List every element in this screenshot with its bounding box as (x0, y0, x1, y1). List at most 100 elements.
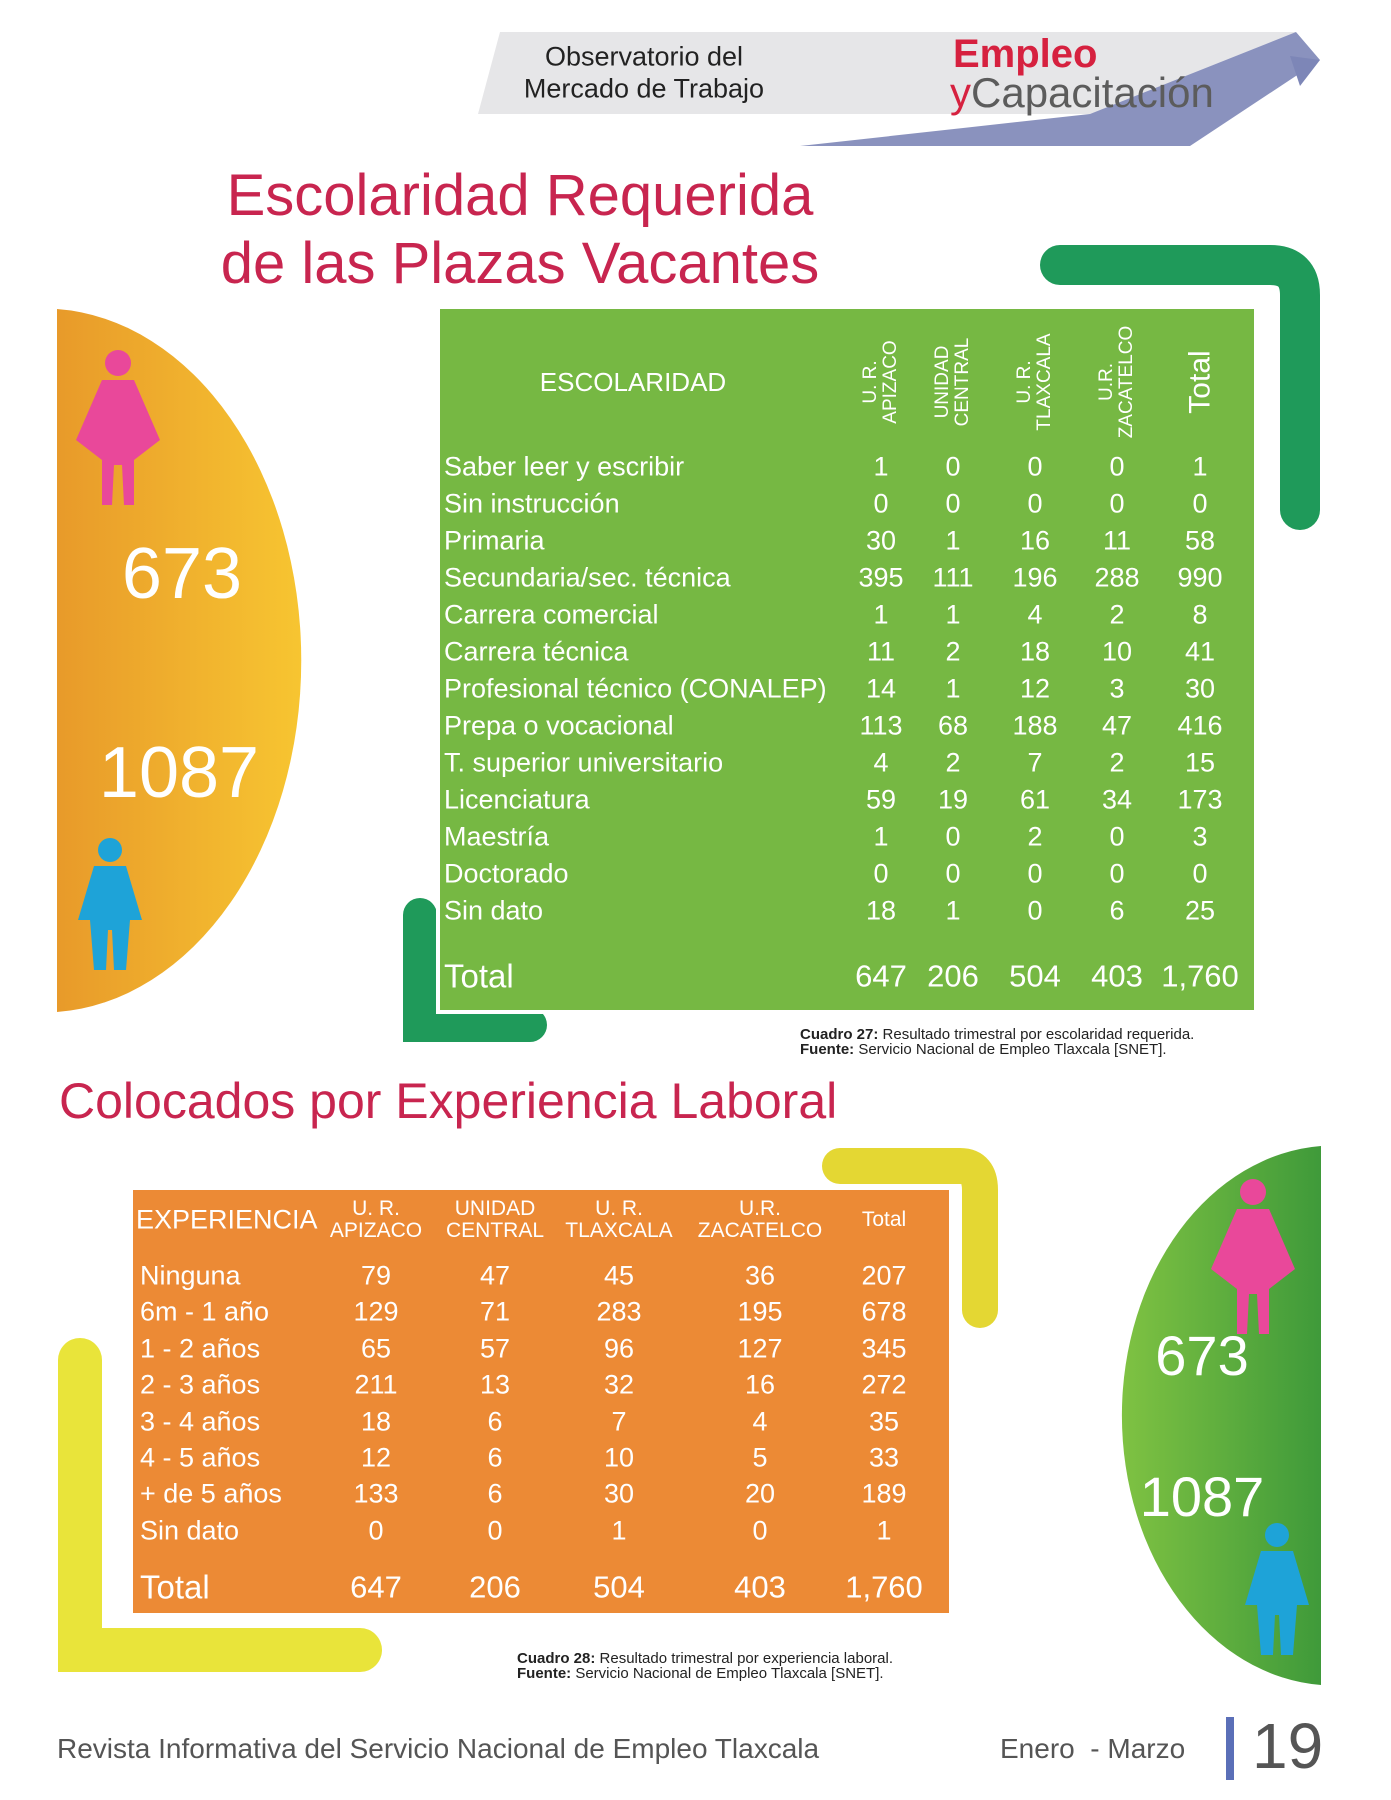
column-header: U. R. APIZACO (860, 340, 901, 423)
cell: 0 (1109, 821, 1125, 852)
brand-bottom: yCapacitación (950, 72, 1214, 114)
row-label: Secundaria/sec. técnica (444, 562, 731, 593)
cell: 47 (1101, 710, 1133, 741)
total-cell: 647 (855, 958, 907, 994)
column-header: U.R. ZACATELCO (697, 1196, 823, 1242)
cell: 36 (744, 1260, 776, 1291)
cell: 0 (945, 858, 961, 889)
men-count: 1087 (98, 733, 260, 813)
cell: 1 (945, 673, 961, 704)
cell: 127 (737, 1333, 783, 1364)
cell: 2 (945, 636, 961, 667)
cell: 41 (1184, 636, 1216, 667)
cell: 2 (1027, 821, 1043, 852)
row-label: 4 - 5 años (140, 1442, 261, 1473)
cell: 14 (865, 673, 897, 704)
cell: 20 (744, 1478, 776, 1509)
cell: 990 (1177, 562, 1223, 593)
total-cell: 504 (1009, 958, 1061, 994)
column-header-line: Total (1183, 350, 1217, 414)
row-label: 1 - 2 años (140, 1333, 261, 1364)
column-header: UNIDAD CENTRAL (445, 1197, 545, 1242)
cell: 678 (861, 1296, 907, 1327)
cell: 8 (1192, 599, 1208, 630)
cell: 96 (603, 1333, 635, 1364)
footer-text: Revista Informativa del Servicio Naciona… (57, 1733, 820, 1764)
total-cell: 1,760 (845, 1569, 923, 1605)
cell: 6 (487, 1478, 503, 1509)
cell: 25 (1184, 895, 1216, 926)
caption-label: Cuadro 28: (517, 1650, 596, 1667)
cell: 68 (937, 710, 969, 741)
cell: 32 (603, 1369, 635, 1400)
cell: 61 (1019, 784, 1051, 815)
cell: 0 (945, 821, 961, 852)
cell: 11 (1102, 525, 1132, 556)
observatorio: Observatorio del (544, 41, 744, 72)
cell: 272 (861, 1369, 907, 1400)
cell: 18 (1019, 636, 1051, 667)
total-cell: 206 (927, 958, 979, 994)
cell: 345 (861, 1333, 907, 1364)
column-header-line: U.R. (739, 1196, 781, 1220)
cell: 1 (873, 599, 889, 630)
cell: 195 (737, 1296, 783, 1327)
cell: 16 (744, 1369, 776, 1400)
cell: 19 (937, 784, 969, 815)
cell: 30 (1184, 673, 1216, 704)
column-header-line: U. R. (595, 1196, 643, 1220)
cell: 0 (1109, 488, 1125, 519)
row-label: Prepa o vocacional (444, 710, 674, 741)
cell: 133 (353, 1478, 399, 1509)
column-header-line: ZACATELCO (697, 1219, 823, 1242)
cell: 188 (1012, 710, 1058, 741)
total-cell: 403 (1091, 958, 1143, 994)
cell: 0 (1109, 858, 1125, 889)
cell: 11 (866, 636, 896, 667)
cell: 288 (1094, 562, 1140, 593)
column-header-line: CENTRAL (952, 337, 973, 427)
column-header-line: U. R. (352, 1196, 400, 1220)
cell: 59 (865, 784, 897, 815)
row-label: Sin instrucción (444, 488, 620, 519)
cell: 6 (487, 1406, 503, 1437)
cell: 6 (1109, 895, 1125, 926)
cell: 4 (873, 747, 889, 778)
column-header-line: U. R. (1014, 360, 1036, 404)
row-label: Primaria (444, 525, 545, 556)
source-text: Servicio Nacional de Empleo Tlaxcala [SN… (854, 1041, 1167, 1058)
cell: 18 (360, 1406, 392, 1437)
source-label: Fuente: (800, 1041, 855, 1058)
row-label: Ninguna (140, 1260, 241, 1291)
cell: 3 (1192, 821, 1208, 852)
row-label: Sin dato (444, 895, 544, 926)
cell: 0 (752, 1515, 768, 1546)
cell: 65 (360, 1333, 392, 1364)
cell: 416 (1177, 710, 1223, 741)
cell: 45 (603, 1260, 635, 1291)
footer-period: Enero - Marzo (1000, 1733, 1186, 1764)
men-count: 1087 (1139, 1465, 1265, 1528)
table-header: ESCOLARIDAD (539, 367, 727, 397)
cell: 7 (611, 1406, 627, 1437)
total-label: Total (444, 957, 514, 995)
column-header-line: CENTRAL (445, 1219, 545, 1242)
cell: 113 (859, 710, 903, 741)
total-cell: 1,760 (1161, 958, 1239, 994)
cell: 0 (1109, 451, 1125, 482)
cell: 0 (1192, 488, 1208, 519)
cell: 0 (368, 1515, 384, 1546)
women-count: 673 (121, 534, 243, 614)
caption-label: Cuadro 27: (800, 1026, 879, 1043)
column-header: Total (862, 1208, 906, 1231)
row-label: Doctorado (444, 858, 569, 889)
cell: 2 (945, 747, 961, 778)
cell: 189 (861, 1478, 907, 1509)
caption: Cuadro 28: Resultado trimestral por expe… (517, 1651, 893, 1681)
source-text: Servicio Nacional de Empleo Tlaxcala [SN… (571, 1665, 884, 1682)
cell: 2 (1109, 599, 1125, 630)
brand-top: Empleo (953, 32, 1098, 76)
column-header-line: ZACATELCO (1116, 325, 1137, 439)
cell: 30 (603, 1478, 635, 1509)
row-label: Profesional técnico (CONALEP) (444, 673, 827, 704)
